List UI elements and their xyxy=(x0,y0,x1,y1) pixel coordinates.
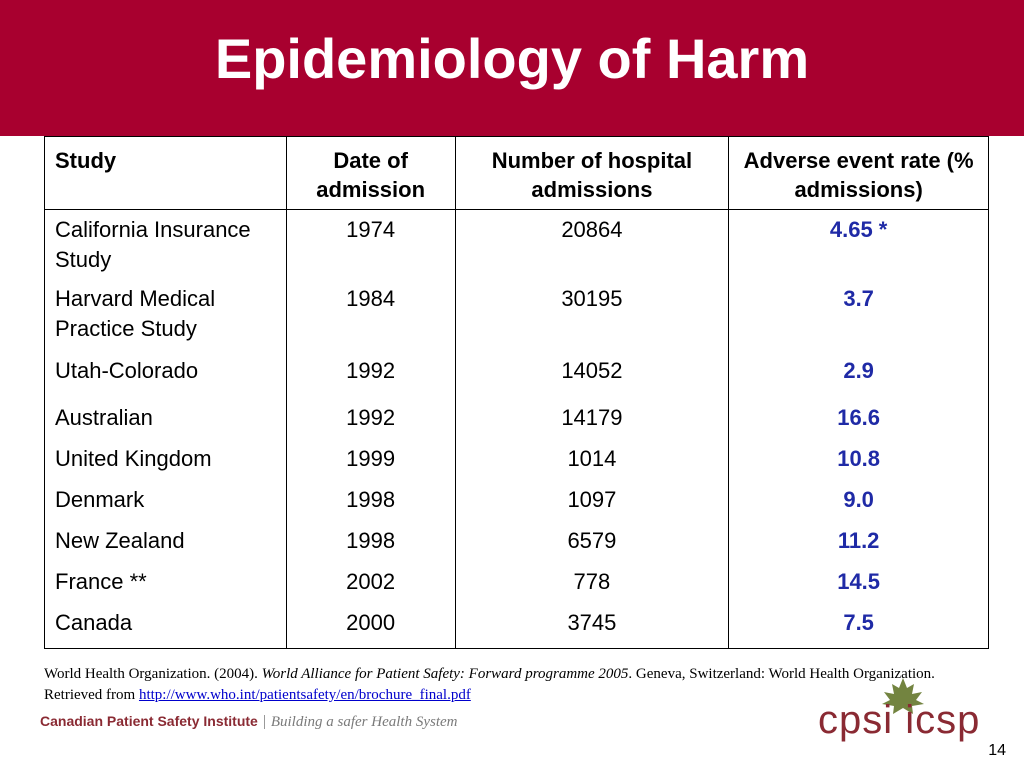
study-cell: Harvard Medical Practice Study xyxy=(44,283,287,356)
admissions-cell: 1097 xyxy=(454,484,730,526)
reference-link[interactable]: http://www.who.int/patientsafety/en/broc… xyxy=(138,687,471,703)
table-row: California Insurance Study 1974 20864 4.… xyxy=(44,209,989,284)
table-row: Harvard Medical Practice Study 1984 3019… xyxy=(44,283,989,356)
admissions-cell: 6579 xyxy=(454,525,730,567)
column-header-admissions: Number of hospital admissions xyxy=(454,136,730,210)
rate-cell: 9.0 xyxy=(728,484,989,526)
date-cell: 1992 xyxy=(285,355,456,403)
table-row: Utah-Colorado 1992 14052 2.9 xyxy=(44,355,989,403)
rate-cell: 14.5 xyxy=(728,566,989,608)
column-header-study: Study xyxy=(44,136,287,210)
footer-divider xyxy=(263,715,265,730)
page-title: Epidemiology of Harm xyxy=(214,27,810,90)
page-number: 14 xyxy=(988,742,1006,759)
study-cell: California Insurance Study xyxy=(44,209,287,284)
date-cell: 1999 xyxy=(285,443,456,485)
study-cell: New Zealand xyxy=(44,525,287,567)
table-header-row: Study Date of admission Number of hospit… xyxy=(44,136,989,210)
logo-text: cpsi icsp xyxy=(818,698,981,742)
date-cell: 2000 xyxy=(285,607,456,649)
date-cell: 1984 xyxy=(285,283,456,356)
column-header-date: Date of admission xyxy=(285,136,456,210)
reference-citation: World Health Organization. (2004). World… xyxy=(44,664,994,706)
reference-text: World Health Organization. (2004). xyxy=(44,666,262,682)
admissions-cell: 14052 xyxy=(454,355,730,403)
organization-name: Canadian Patient Safety Institute xyxy=(40,713,258,729)
date-cell: 1974 xyxy=(285,209,456,284)
rate-cell: 10.8 xyxy=(728,443,989,485)
date-cell: 2002 xyxy=(285,566,456,608)
tagline: Building a safer Health System xyxy=(270,714,458,730)
table-row: United Kingdom 1999 1014 10.8 xyxy=(44,443,989,485)
footer-branding: Canadian Patient Safety Institute Buildin… xyxy=(40,713,457,731)
rate-cell: 3.7 xyxy=(728,283,989,356)
cpsi-logo: cpsi icsp xyxy=(818,676,988,746)
reference-title: World Alliance for Patient Safety: Forwa… xyxy=(261,666,629,682)
admissions-cell: 20864 xyxy=(454,209,730,284)
date-cell: 1998 xyxy=(285,525,456,567)
title-bar xyxy=(0,0,1024,136)
admissions-cell: 778 xyxy=(454,566,730,608)
study-cell: Australian xyxy=(44,402,287,444)
rate-cell: 7.5 xyxy=(728,607,989,649)
rate-cell: 11.2 xyxy=(728,525,989,567)
table-row: Denmark 1998 1097 9.0 xyxy=(44,484,989,526)
study-cell: Utah-Colorado xyxy=(44,355,287,403)
reference-text-cont: . Geneva, Switzerland: World Health Orga… xyxy=(44,666,935,703)
admissions-cell: 30195 xyxy=(454,283,730,356)
admissions-cell: 1014 xyxy=(454,443,730,485)
table-row: Canada 2000 3745 7.5 xyxy=(44,607,989,649)
rate-cell: 2.9 xyxy=(728,355,989,403)
harm-table: Study Date of admission Number of hospit… xyxy=(44,136,989,649)
study-cell: Canada xyxy=(44,607,287,649)
study-cell: France ** xyxy=(44,566,287,608)
table-row: Australian 1992 14179 16.6 xyxy=(44,402,989,444)
rate-cell: 4.65 * xyxy=(728,209,989,284)
study-cell: United Kingdom xyxy=(44,443,287,485)
study-cell: Denmark xyxy=(44,484,287,526)
date-cell: 1992 xyxy=(285,402,456,444)
admissions-cell: 14179 xyxy=(454,402,730,444)
column-header-rate: Adverse event rate (% admissions) xyxy=(728,136,989,210)
table-row: New Zealand 1998 6579 11.2 xyxy=(44,525,989,567)
rate-cell: 16.6 xyxy=(728,402,989,444)
table-row: France ** 2002 778 14.5 xyxy=(44,566,989,608)
date-cell: 1998 xyxy=(285,484,456,526)
maple-leaf-icon xyxy=(882,678,924,714)
admissions-cell: 3745 xyxy=(454,607,730,649)
